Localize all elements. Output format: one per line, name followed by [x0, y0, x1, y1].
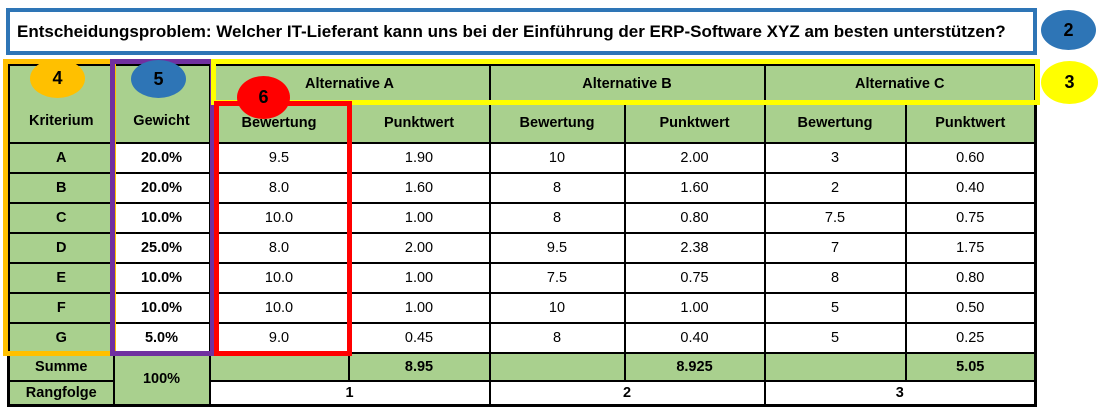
value-cell: 10 [488, 291, 626, 324]
value-cell: 10.0 [208, 291, 350, 324]
criterion-cell: B [7, 171, 115, 204]
value-cell: 2.00 [347, 231, 491, 264]
weight-total-cell: 100% [112, 351, 211, 407]
callout-circle-4: 4 [30, 59, 85, 98]
value-cell: 7.5 [488, 261, 626, 294]
weight-cell: 20.0% [112, 171, 211, 204]
table-row: A 20.0% 9.5 1.90 10 2.00 3 0.60 [7, 141, 1037, 174]
criterion-cell: C [7, 201, 115, 234]
value-cell: 8 [488, 201, 626, 234]
table-row: E 10.0% 10.0 1.00 7.5 0.75 8 0.80 [7, 261, 1037, 294]
value-cell: 5 [763, 291, 907, 324]
weight-cell: 10.0% [112, 261, 211, 294]
subheader-punktwert-b: Punktwert [623, 101, 766, 144]
subheader-punktwert-a: Punktwert [347, 101, 491, 144]
weight-cell: 25.0% [112, 231, 211, 264]
summe-total-a-cell: 8.95 [347, 351, 491, 382]
weight-cell: 10.0% [112, 201, 211, 234]
value-cell: 0.80 [623, 201, 766, 234]
value-cell: 10 [488, 141, 626, 174]
decision-problem-title: Entscheidungsproblem: Welcher IT-Liefera… [6, 8, 1037, 55]
value-cell: 0.25 [904, 321, 1037, 354]
value-cell: 2.38 [623, 231, 766, 264]
summe-row: Summe 100% 8.95 8.925 5.05 [7, 351, 1037, 407]
value-cell: 8 [488, 171, 626, 204]
rank-cell-c: 3 [763, 379, 1037, 407]
value-cell: 1.90 [347, 141, 491, 174]
value-cell: 7.5 [763, 201, 907, 234]
summe-empty-cell [763, 351, 907, 382]
value-cell: 2.00 [623, 141, 766, 174]
weight-cell: 20.0% [112, 141, 211, 174]
header-alternative-c: Alternative C [763, 63, 1037, 104]
value-cell: 5 [763, 321, 907, 354]
value-cell: 0.75 [904, 201, 1037, 234]
callout-circle-2: 2 [1041, 10, 1096, 50]
value-cell: 0.40 [904, 171, 1037, 204]
value-cell: 0.80 [904, 261, 1037, 294]
callout-circle-5: 5 [131, 60, 186, 98]
value-cell: 1.75 [904, 231, 1037, 264]
criterion-cell: D [7, 231, 115, 264]
value-cell: 0.45 [347, 321, 491, 354]
callout-circle-3: 3 [1041, 61, 1098, 104]
summe-empty-cell [488, 351, 626, 382]
value-cell: 0.40 [623, 321, 766, 354]
value-cell: 0.50 [904, 291, 1037, 324]
value-cell: 0.75 [623, 261, 766, 294]
value-cell: 1.60 [347, 171, 491, 204]
callout-circle-6: 6 [237, 76, 290, 119]
rank-cell-b: 2 [488, 379, 766, 407]
criterion-cell: G [7, 321, 115, 354]
value-cell: 10.0 [208, 261, 350, 294]
value-cell: 9.5 [488, 231, 626, 264]
subheader-bewertung-c: Bewertung [763, 101, 907, 144]
subheader-bewertung-b: Bewertung [488, 101, 626, 144]
value-cell: 8.0 [208, 231, 350, 264]
summe-label-cell: Summe [7, 351, 115, 382]
value-cell: 1.00 [347, 201, 491, 234]
table-row: F 10.0% 10.0 1.00 10 1.00 5 0.50 [7, 291, 1037, 324]
criterion-cell: A [7, 141, 115, 174]
value-cell: 9.0 [208, 321, 350, 354]
value-cell: 2 [763, 171, 907, 204]
value-cell: 10.0 [208, 201, 350, 234]
value-cell: 9.5 [208, 141, 350, 174]
value-cell: 7 [763, 231, 907, 264]
value-cell: 8 [488, 321, 626, 354]
header-alternative-b: Alternative B [488, 63, 766, 104]
value-cell: 1.60 [623, 171, 766, 204]
rangfolge-row: Rangfolge 1 2 3 [7, 379, 1037, 407]
weight-cell: 10.0% [112, 291, 211, 324]
value-cell: 3 [763, 141, 907, 174]
rank-cell-a: 1 [208, 379, 491, 407]
value-cell: 1.00 [347, 261, 491, 294]
table-row: C 10.0% 10.0 1.00 8 0.80 7.5 0.75 [7, 201, 1037, 234]
subheader-punktwert-c: Punktwert [904, 101, 1037, 144]
criterion-cell: E [7, 261, 115, 294]
rangfolge-label-cell: Rangfolge [7, 379, 115, 407]
summe-total-c-cell: 5.05 [904, 351, 1037, 382]
value-cell: 8.0 [208, 171, 350, 204]
value-cell: 0.60 [904, 141, 1037, 174]
table-row: G 5.0% 9.0 0.45 8 0.40 5 0.25 [7, 321, 1037, 354]
table-row: D 25.0% 8.0 2.00 9.5 2.38 7 1.75 [7, 231, 1037, 264]
summe-empty-cell [208, 351, 350, 382]
summe-total-b-cell: 8.925 [623, 351, 766, 382]
table-row: B 20.0% 8.0 1.60 8 1.60 2 0.40 [7, 171, 1037, 204]
value-cell: 1.00 [347, 291, 491, 324]
decision-matrix-table: Kriterium Gewicht Alternative A Alternat… [7, 63, 1037, 407]
criterion-cell: F [7, 291, 115, 324]
value-cell: 8 [763, 261, 907, 294]
weight-cell: 5.0% [112, 321, 211, 354]
value-cell: 1.00 [623, 291, 766, 324]
